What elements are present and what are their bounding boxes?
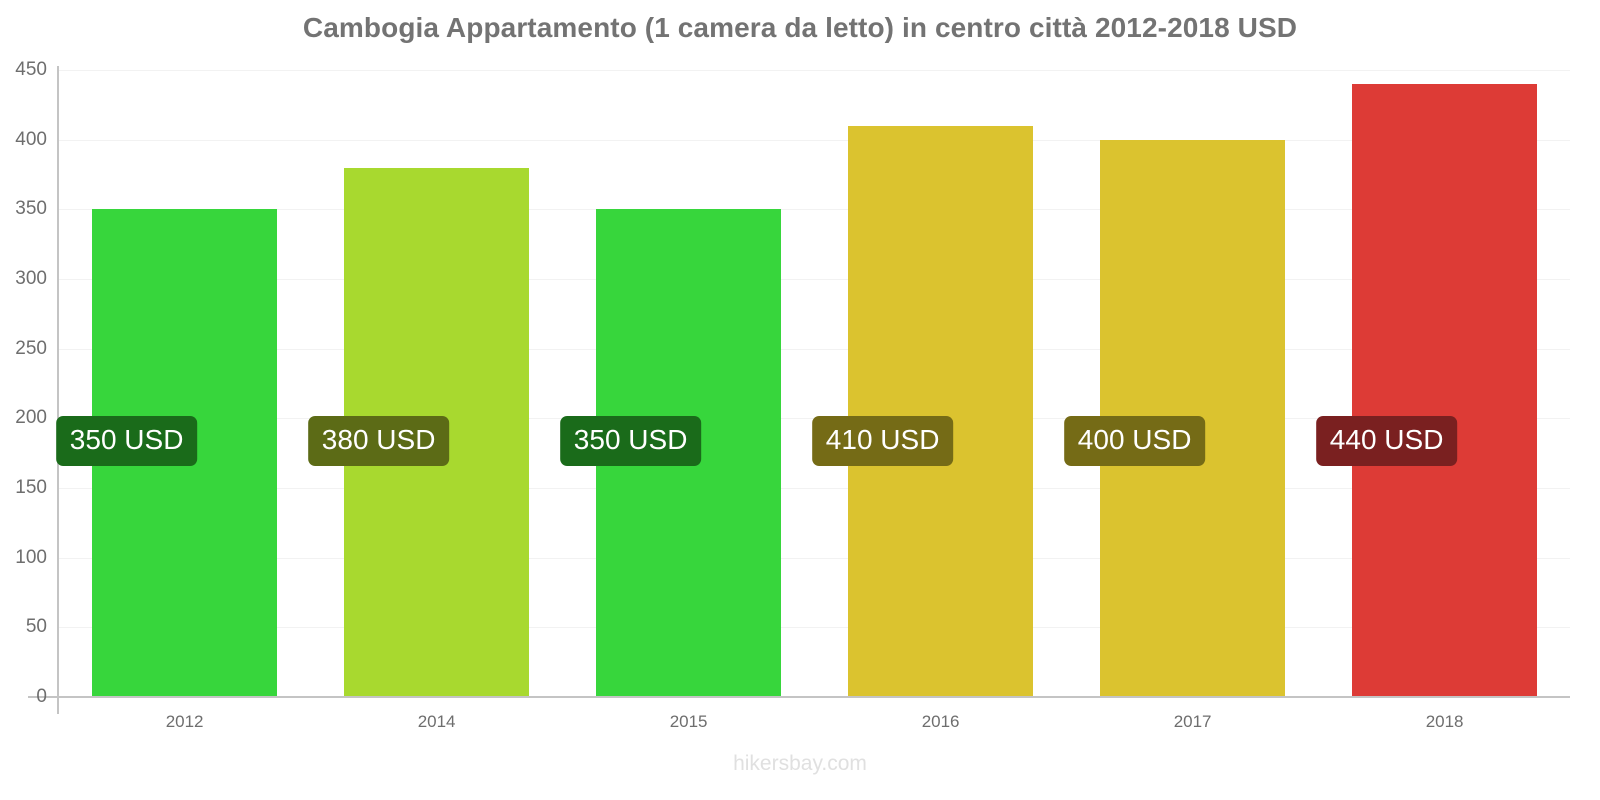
x-axis-tick-label: 2016 [921, 712, 960, 731]
bar[interactable] [848, 125, 1034, 697]
bar[interactable] [1352, 83, 1538, 697]
plot-area [58, 70, 1570, 698]
y-axis-tick-label: 150 [15, 477, 47, 498]
x-axis-tick-label: 2014 [417, 712, 456, 731]
y-axis-tick-label: 100 [15, 546, 47, 568]
y-axis-tick-label: 50 [25, 616, 47, 638]
y-axis-tick-label: 300 [15, 268, 47, 289]
gridline [58, 70, 1570, 71]
source-watermark: hikersbay.com [733, 752, 867, 775]
gridline [58, 627, 1570, 629]
x-axis-tick-label: 2018 [1425, 712, 1464, 731]
chart-title: Cambogia Appartamento (1 camera da letto… [302, 12, 1298, 43]
gridline [58, 279, 1570, 280]
bar-value-label: 350 USD [55, 415, 198, 466]
x-axis-tick-label: 2012 [165, 712, 204, 731]
gridline [58, 209, 1570, 211]
y-axis-line [57, 66, 59, 714]
y-axis-tick-label: 0 [36, 686, 47, 707]
y-axis-tick-label: 200 [15, 407, 47, 429]
x-axis-line [28, 696, 1570, 698]
bar-value-label: 350 USD [559, 415, 702, 466]
x-axis-tick-label: 2015 [669, 712, 708, 731]
y-axis-tick-label: 400 [15, 128, 47, 150]
gridline [58, 488, 1570, 489]
gridline [58, 557, 1570, 559]
bar-value-label: 410 USD [811, 415, 954, 466]
y-axis-tick-label: 350 [15, 198, 47, 220]
gridline [58, 348, 1570, 350]
y-axis-tick-label: 450 [15, 59, 47, 80]
gridline [58, 139, 1570, 141]
y-axis-tick-label: 250 [15, 337, 47, 359]
bar-value-label: 380 USD [307, 415, 450, 466]
x-axis-tick-label: 2017 [1173, 712, 1212, 731]
bar-value-label: 400 USD [1063, 415, 1206, 466]
bar-value-label: 440 USD [1315, 415, 1458, 466]
